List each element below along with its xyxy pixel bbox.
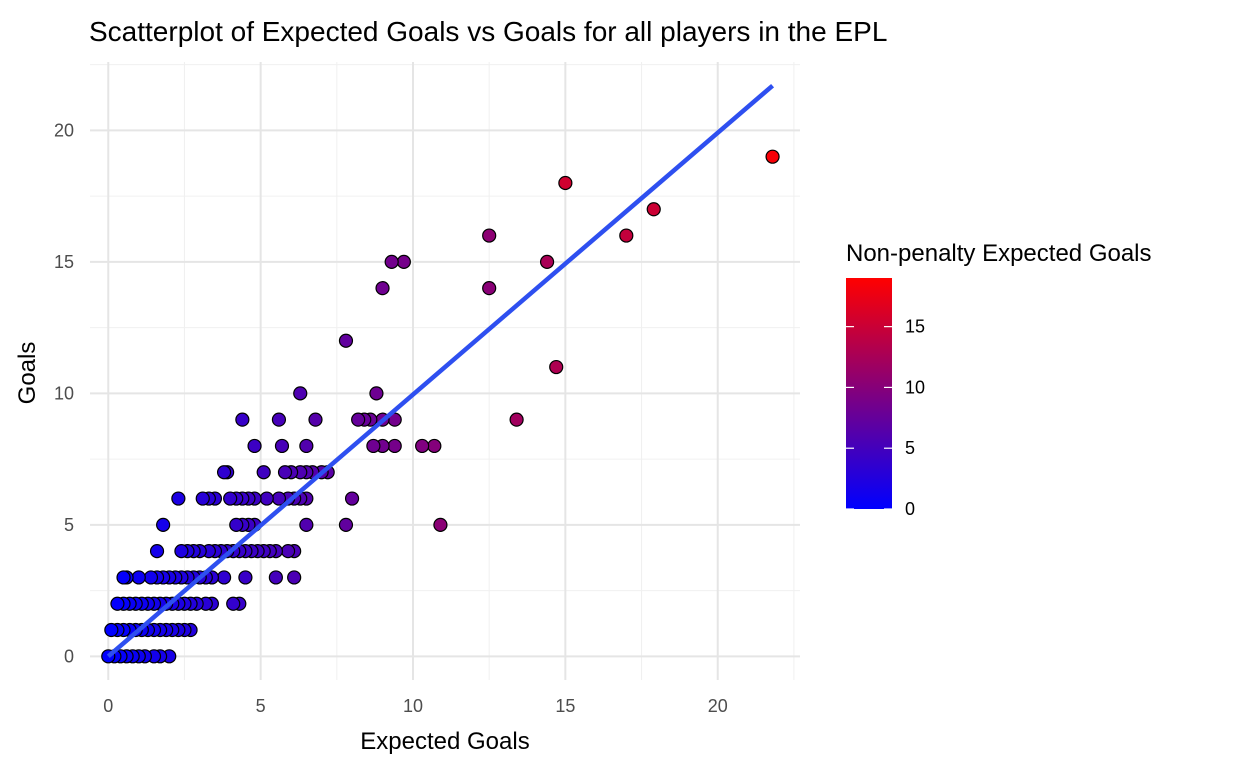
x-tick-label: 5 — [256, 696, 266, 716]
data-point — [131, 570, 146, 585]
data-point — [256, 465, 271, 480]
data-point — [619, 228, 634, 243]
data-point — [338, 517, 354, 532]
data-point — [344, 491, 360, 506]
legend-tick-label: 5 — [905, 438, 915, 458]
data-point — [646, 202, 661, 217]
data-point — [375, 281, 390, 296]
legend-tick-label: 15 — [905, 317, 925, 337]
data-point — [247, 438, 262, 454]
x-tick-label: 20 — [708, 696, 728, 716]
chart-title: Scatterplot of Expected Goals vs Goals f… — [89, 16, 887, 47]
trend-line — [106, 83, 775, 659]
color-legend: Non-penalty Expected Goals 0 5 10 15 — [846, 240, 1152, 519]
data-point — [171, 491, 186, 506]
data-point — [369, 386, 384, 401]
legend-title: Non-penalty Expected Goals — [846, 240, 1152, 267]
data-point — [387, 438, 402, 454]
data-point — [104, 622, 119, 638]
data-point — [396, 254, 411, 269]
x-tick-label: 15 — [555, 696, 575, 716]
data-point — [277, 465, 293, 480]
y-tick-label: 5 — [64, 515, 74, 535]
legend-colorbar — [846, 278, 892, 509]
y-tick-label: 10 — [54, 383, 74, 403]
data-point — [156, 517, 171, 532]
y-tick-label: 15 — [54, 252, 74, 272]
data-point — [110, 596, 125, 611]
x-tick-label: 0 — [103, 696, 113, 716]
data-point — [174, 544, 189, 559]
y-axis-ticks: 0 5 10 15 20 — [54, 120, 74, 666]
data-point — [259, 491, 274, 506]
data-point — [765, 149, 780, 164]
x-tick-label: 10 — [403, 696, 423, 716]
data-point — [482, 281, 497, 296]
data-point — [229, 517, 244, 532]
data-point — [299, 438, 314, 454]
data-point — [338, 333, 354, 348]
data-point — [235, 412, 250, 427]
data-point — [143, 570, 159, 585]
data-point — [415, 438, 430, 454]
data-point — [149, 544, 165, 559]
data-point — [433, 517, 448, 532]
data-point — [238, 570, 253, 585]
data-point — [216, 465, 232, 480]
data-point — [195, 491, 210, 506]
data-point — [351, 412, 366, 427]
y-axis-title: Goals — [14, 342, 41, 405]
data-point — [308, 412, 323, 427]
data-point — [482, 228, 497, 243]
legend-tick-label: 10 — [905, 377, 925, 397]
points-layer — [101, 149, 780, 664]
y-tick-label: 0 — [64, 646, 74, 666]
data-point — [509, 412, 524, 427]
data-point — [226, 596, 241, 611]
data-point — [558, 175, 573, 191]
data-point — [271, 412, 287, 427]
data-point — [299, 517, 314, 532]
data-point — [216, 570, 232, 585]
data-point — [366, 438, 381, 454]
data-point — [274, 438, 290, 454]
data-point — [280, 544, 296, 559]
data-point — [116, 570, 131, 585]
data-point — [427, 438, 442, 454]
y-tick-label: 20 — [54, 120, 74, 140]
data-point — [384, 254, 399, 269]
data-point — [539, 254, 555, 269]
trend-line-layer — [106, 83, 775, 659]
legend-ticks: 0 5 10 15 — [846, 317, 925, 519]
legend-tick-label: 0 — [905, 499, 915, 519]
data-point — [223, 491, 238, 506]
data-point — [293, 386, 308, 401]
data-point — [549, 359, 564, 375]
x-axis-ticks: 0 5 10 15 20 — [103, 696, 727, 716]
data-point — [287, 570, 302, 585]
x-axis-title: Expected Goals — [360, 728, 529, 755]
data-point — [268, 570, 283, 585]
